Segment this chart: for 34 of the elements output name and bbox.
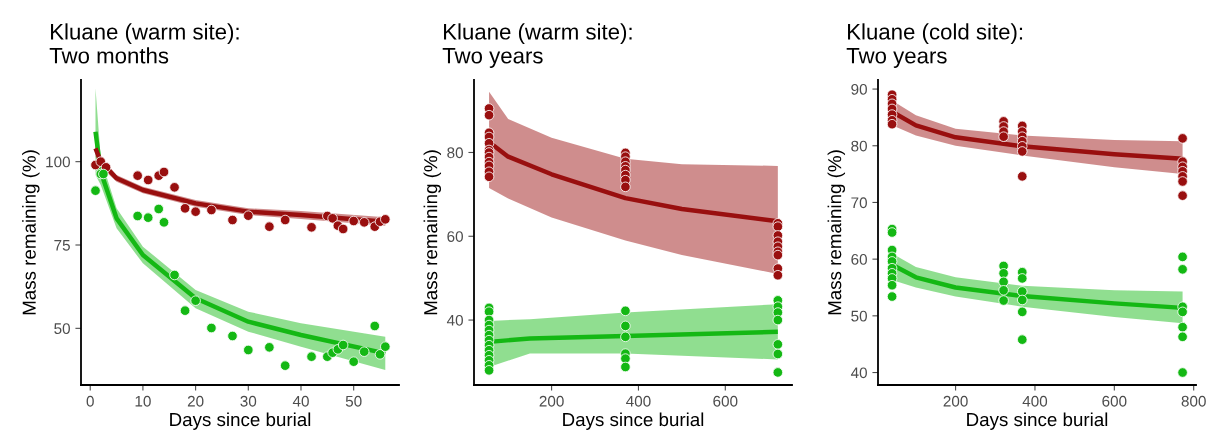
y-axis-title: Mass remaining (%) bbox=[423, 150, 442, 315]
x-axis-title: Days since burial bbox=[563, 412, 704, 430]
y-tick-label: 60 bbox=[447, 231, 463, 242]
x-tick-label: 400 bbox=[1022, 395, 1048, 407]
y-tick-label: 90 bbox=[851, 83, 867, 95]
y-tick-label: 75 bbox=[54, 240, 70, 251]
x-tick-label: 600 bbox=[1102, 395, 1127, 407]
y-axis-title: Mass remaining (%) bbox=[22, 150, 40, 315]
y-tick-label: 40 bbox=[850, 367, 867, 379]
x-tick-label: 200 bbox=[539, 395, 564, 407]
y-tick-label: 50 bbox=[851, 310, 867, 322]
x-tick-label: 40 bbox=[292, 395, 309, 407]
x-tick-label: 400 bbox=[626, 395, 651, 407]
x-axis-title: Days since burial bbox=[170, 412, 311, 430]
y-tick-label: 100 bbox=[46, 156, 70, 168]
x-tick-label: 200 bbox=[943, 395, 968, 407]
x-axis-title: Days since burial bbox=[967, 412, 1108, 430]
x-tick-label: 0 bbox=[86, 395, 94, 407]
x-tick-label: 800 bbox=[1181, 395, 1206, 407]
y-tick-label: 50 bbox=[54, 323, 70, 335]
y-tick-label: 40 bbox=[446, 314, 463, 326]
y-tick-label: 70 bbox=[851, 197, 867, 209]
x-tick-label: 30 bbox=[240, 395, 257, 407]
x-tick-label: 20 bbox=[187, 395, 204, 407]
chart-title: Kluane (warm site): Two months bbox=[49, 23, 239, 64]
y-tick-label: 80 bbox=[447, 147, 463, 159]
chart-title: Kluane (cold site): Two years bbox=[846, 23, 1023, 68]
x-tick-label: 10 bbox=[135, 395, 151, 407]
y-axis-title: Mass remaining (%) bbox=[827, 150, 846, 315]
x-tick-label: 50 bbox=[345, 395, 362, 407]
y-tick-label: 60 bbox=[851, 254, 867, 265]
y-tick-label: 80 bbox=[851, 140, 867, 152]
chart-title: Kluane (warm site): Two years bbox=[442, 23, 632, 68]
x-tick-label: 600 bbox=[713, 395, 738, 407]
